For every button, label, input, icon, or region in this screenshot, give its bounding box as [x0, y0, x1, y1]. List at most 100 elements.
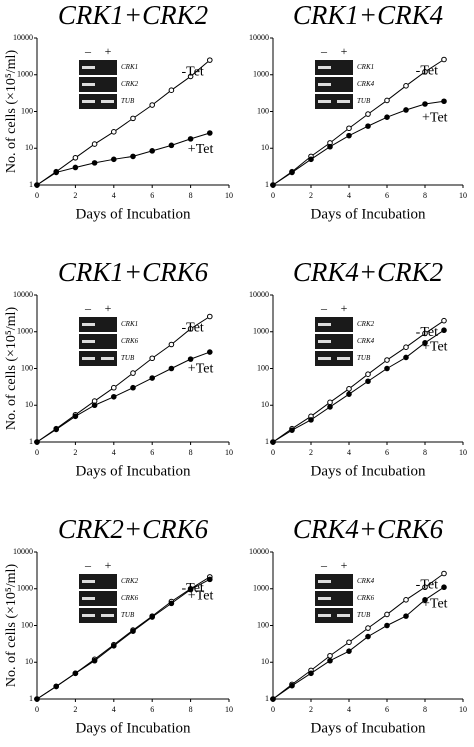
x-axis-label: Days of Incubation — [311, 463, 426, 479]
data-point — [384, 114, 390, 120]
data-point — [422, 340, 428, 346]
data-point — [384, 357, 390, 363]
y-tick-label: 1000 — [17, 70, 33, 79]
gel-band — [82, 580, 95, 583]
data-point — [346, 125, 352, 132]
series-label: -Tet — [416, 64, 438, 79]
data-point — [91, 402, 98, 409]
y-tick-label: 10 — [261, 657, 269, 666]
x-tick-label: 8 — [189, 705, 193, 714]
data-point — [289, 169, 295, 176]
gel-label: CRK2 — [357, 320, 375, 328]
series-label: +Tet — [188, 361, 214, 376]
gel-band — [82, 66, 95, 69]
y-tick-label: 10 — [261, 143, 269, 152]
panel-title: CRK4+CRK2 — [293, 257, 443, 287]
y-tick-label: 10000 — [249, 547, 269, 556]
gel-label: TUB — [121, 611, 135, 619]
data-point — [403, 597, 409, 603]
data-point — [384, 365, 390, 372]
gel-band — [318, 357, 331, 360]
y-tick-label: 1000 — [17, 327, 33, 336]
gel-band — [318, 83, 331, 86]
y-tick-label: 1 — [265, 437, 269, 446]
y-tick-label: 100 — [257, 106, 269, 115]
x-tick-label: 2 — [73, 705, 77, 714]
gel-label: TUB — [357, 354, 371, 362]
gel-band — [101, 100, 114, 103]
gel-label: CRK4 — [357, 577, 375, 585]
x-tick-label: 8 — [423, 191, 427, 200]
data-point — [111, 384, 117, 391]
series-label: -Tet — [416, 325, 438, 340]
lane-label: – — [320, 301, 328, 315]
panel-title: CRK2+CRK6 — [58, 514, 209, 544]
gel-strip — [315, 334, 353, 349]
data-point — [327, 657, 333, 664]
data-point — [149, 102, 155, 108]
gel-label: CRK1 — [357, 63, 374, 71]
data-point — [327, 143, 333, 150]
gel-label: TUB — [357, 611, 371, 619]
series-line — [272, 573, 445, 700]
data-point — [365, 378, 371, 385]
series-line — [272, 100, 445, 186]
data-point — [422, 597, 428, 603]
data-point — [187, 356, 194, 362]
data-point — [130, 384, 136, 391]
y-tick-label: 100 — [21, 363, 33, 372]
gel-band — [318, 340, 331, 343]
data-point — [365, 633, 371, 640]
series-label: +Tet — [422, 110, 448, 125]
x-tick-label: 6 — [385, 705, 389, 714]
series-line — [272, 586, 445, 700]
data-point — [327, 404, 333, 410]
x-tick-label: 8 — [189, 191, 193, 200]
x-tick-label: 0 — [35, 705, 39, 714]
data-point — [327, 652, 333, 659]
data-point — [441, 327, 447, 334]
data-point — [111, 156, 117, 163]
series-line — [36, 132, 210, 186]
y-tick-label: 10000 — [13, 547, 33, 556]
series-line — [36, 351, 210, 443]
gel-strip — [79, 77, 117, 92]
x-tick-label: 8 — [423, 705, 427, 714]
series-label: -Tet — [416, 578, 438, 593]
gel-strip — [315, 317, 353, 332]
x-tick-label: 4 — [112, 705, 116, 714]
gel-strip — [315, 574, 353, 589]
data-point — [111, 643, 117, 649]
y-tick-label: 1 — [29, 694, 33, 703]
x-tick-label: 6 — [150, 448, 154, 457]
x-tick-label: 0 — [35, 191, 39, 200]
data-point — [207, 130, 213, 136]
data-point — [207, 576, 213, 583]
x-tick-label: 4 — [347, 191, 351, 200]
data-point — [187, 326, 194, 332]
data-point — [130, 628, 136, 634]
x-tick-label: 10 — [459, 191, 467, 200]
gel-strip — [79, 574, 117, 589]
data-point — [270, 182, 276, 188]
data-point — [270, 696, 276, 702]
y-tick-label: 100 — [257, 620, 269, 629]
y-tick-label: 100 — [21, 106, 33, 115]
gel-label: CRK1 — [121, 320, 138, 328]
gel-band — [318, 66, 331, 69]
data-point — [34, 439, 40, 445]
data-point — [346, 391, 352, 397]
series-label: +Tet — [188, 142, 214, 157]
x-tick-label: 2 — [309, 191, 313, 200]
data-point — [289, 682, 295, 689]
x-tick-label: 8 — [189, 448, 193, 457]
panel-title: CRK4+CRK6 — [293, 514, 444, 544]
x-axis-label: Days of Incubation — [76, 720, 191, 736]
data-point — [91, 141, 98, 147]
gel-strip — [79, 591, 117, 606]
data-point — [270, 439, 276, 445]
gel-strip — [79, 60, 117, 75]
